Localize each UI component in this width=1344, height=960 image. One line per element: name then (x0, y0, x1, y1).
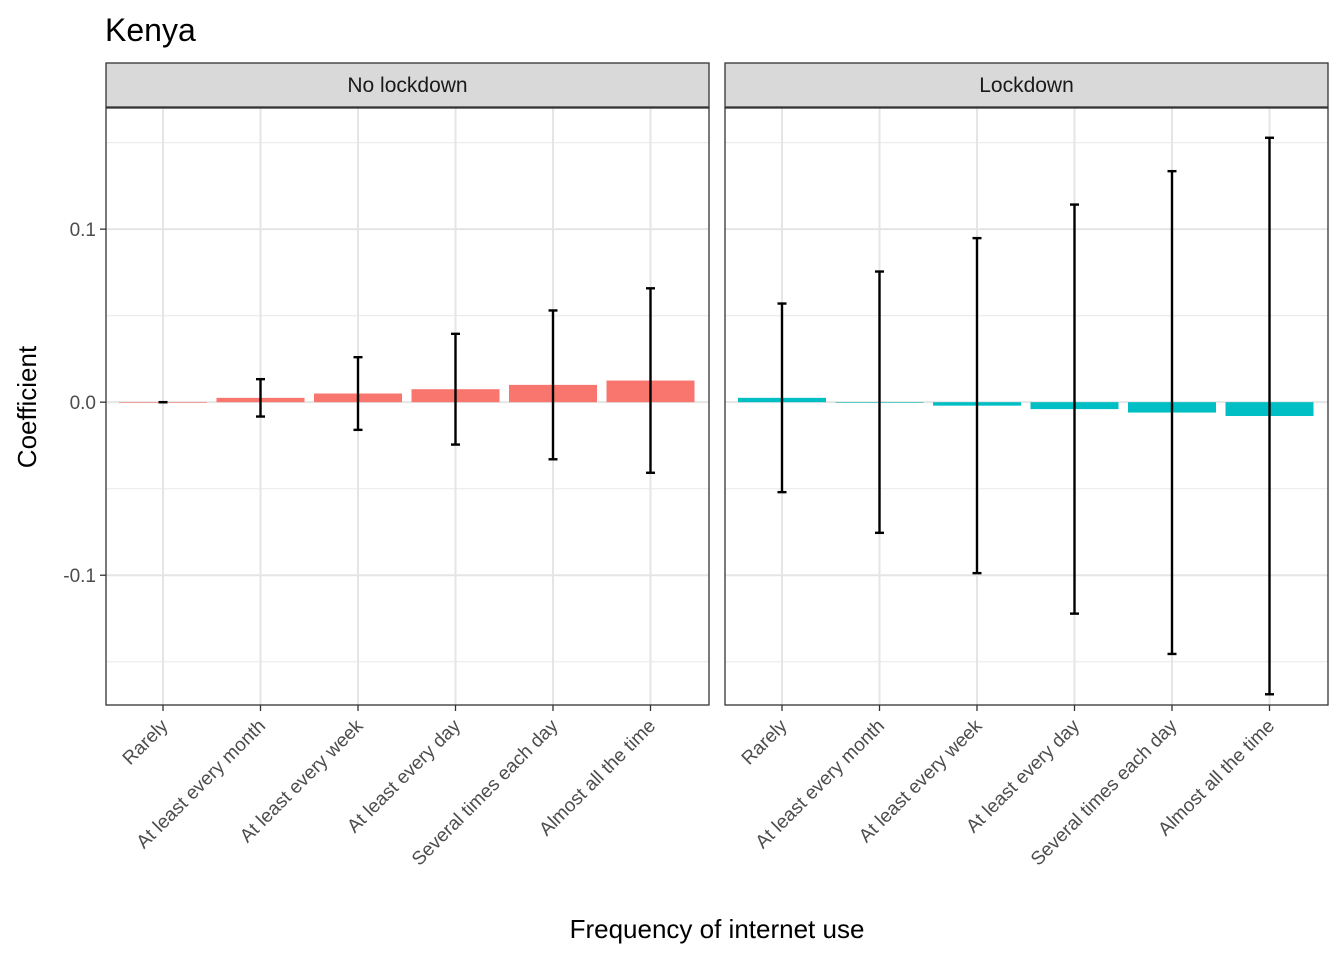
x-tick-label: Rarely (738, 715, 792, 769)
x-axis-title: Frequency of internet use (570, 914, 865, 944)
facet-strip-label: No lockdown (347, 74, 467, 97)
y-tick-label: 0.1 (70, 220, 96, 241)
y-axis: -0.1 0.0 0.1 (63, 220, 106, 587)
y-tick-label: -0.1 (63, 566, 96, 587)
x-tick-label: Rarely (119, 715, 173, 769)
y-tick-label: 0.0 (70, 393, 96, 414)
chart-title: Kenya (105, 12, 196, 48)
panel-background (106, 108, 709, 705)
y-axis-title: Coefficient (12, 345, 42, 468)
facet-strip-label: Lockdown (979, 74, 1074, 97)
